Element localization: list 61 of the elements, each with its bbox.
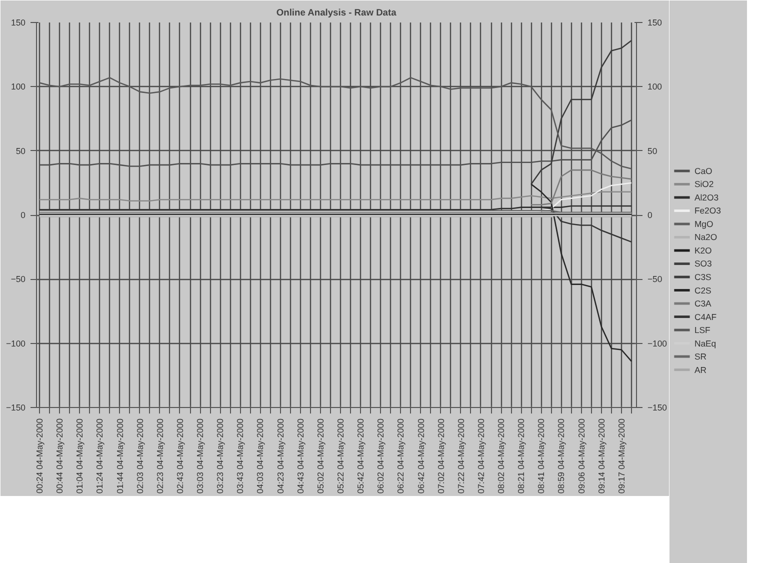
y2-tick-label: −50 bbox=[648, 274, 662, 284]
legend-label: C4AF bbox=[694, 312, 717, 322]
x-tick-label: 06:22 04-May-2000 bbox=[396, 418, 406, 494]
legend-label: LSF bbox=[694, 325, 710, 336]
x-tick-label: 06:42 04-May-2000 bbox=[416, 418, 426, 494]
x-tick-label: 09:06 04-May-2000 bbox=[576, 418, 586, 494]
x-tick-label: 00:24 04-May-2000 bbox=[34, 418, 45, 494]
x-tick-label: 05:42 04-May-2000 bbox=[356, 418, 366, 494]
y2-tick-label: −100 bbox=[648, 338, 668, 348]
y2-tick-label: −150 bbox=[648, 402, 668, 412]
x-tick-label: 01:44 04-May-2000 bbox=[114, 418, 125, 494]
x-tick-label: 08:41 04-May-2000 bbox=[536, 418, 546, 494]
y-tick-label: 100 bbox=[11, 82, 26, 92]
legend-label: CaO bbox=[694, 166, 713, 176]
legend-label: Al2O3 bbox=[694, 192, 719, 202]
x-tick-label: 08:59 04-May-2000 bbox=[556, 418, 566, 494]
x-tick-label: 04:23 04-May-2000 bbox=[275, 418, 286, 494]
x-tick-label: 06:02 04-May-2000 bbox=[376, 418, 386, 494]
x-tick-label: 03:03 04-May-2000 bbox=[195, 418, 206, 494]
x-tick-label: 05:22 04-May-2000 bbox=[336, 418, 346, 494]
y2-tick-label: 0 bbox=[648, 210, 652, 220]
y2-tick-label: 100 bbox=[648, 82, 662, 92]
legend-label: C2S bbox=[694, 285, 712, 296]
x-tick-label: 02:03 04-May-2000 bbox=[134, 418, 145, 494]
legend-label: C3A bbox=[694, 298, 712, 309]
y-tick-label: −100 bbox=[6, 338, 26, 348]
y-tick-label: 50 bbox=[16, 146, 26, 156]
x-tick-label: 07:02 04-May-2000 bbox=[436, 418, 446, 494]
x-tick-label: 07:22 04-May-2000 bbox=[456, 418, 466, 494]
legend-label: MgO bbox=[694, 218, 714, 229]
x-tick-label: 04:43 04-May-2000 bbox=[295, 418, 306, 494]
legend-label: AR bbox=[694, 364, 706, 375]
x-tick-label: 07:42 04-May-2000 bbox=[476, 418, 486, 494]
x-tick-label: 00:44 04-May-2000 bbox=[54, 418, 65, 494]
x-tick-label: 09:17 04-May-2000 bbox=[616, 418, 626, 494]
x-tick-label: 09:14 04-May-2000 bbox=[596, 418, 606, 494]
y2-tick-label: 50 bbox=[648, 146, 658, 156]
x-tick-label: 04:03 04-May-2000 bbox=[255, 418, 266, 494]
legend-label: C3S bbox=[694, 272, 712, 282]
x-tick-label: 03:23 04-May-2000 bbox=[215, 418, 226, 494]
chart-title: Online Analysis - Raw Data bbox=[276, 8, 398, 18]
legend-label: Na2O bbox=[694, 232, 718, 242]
y2-tick-label: 150 bbox=[648, 18, 662, 28]
legend-label: SiO2 bbox=[694, 179, 714, 190]
y-tick-label: −50 bbox=[10, 274, 26, 284]
x-tick-label: 02:43 04-May-2000 bbox=[174, 418, 185, 494]
legend-label: K2O bbox=[694, 245, 712, 256]
x-tick-label: 01:24 04-May-2000 bbox=[94, 418, 105, 494]
x-tick-label: 02:23 04-May-2000 bbox=[154, 418, 165, 494]
x-tick-label: 08:21 04-May-2000 bbox=[516, 418, 526, 494]
legend-label: SO3 bbox=[694, 258, 712, 269]
x-tick-label: 01:04 04-May-2000 bbox=[74, 418, 85, 494]
legend-label: NaEq bbox=[694, 338, 716, 348]
x-tick-label: 08:02 04-May-2000 bbox=[496, 418, 506, 494]
legend-label: SR bbox=[694, 352, 706, 362]
x-tick-label: 03:43 04-May-2000 bbox=[235, 418, 246, 494]
legend-label: Fe2O3 bbox=[694, 206, 722, 216]
x-tick-label: 05:02 04-May-2000 bbox=[315, 418, 326, 494]
y-tick-label: −150 bbox=[6, 402, 26, 412]
y-tick-label: 0 bbox=[20, 210, 26, 220]
y-tick-label: 150 bbox=[11, 18, 26, 28]
